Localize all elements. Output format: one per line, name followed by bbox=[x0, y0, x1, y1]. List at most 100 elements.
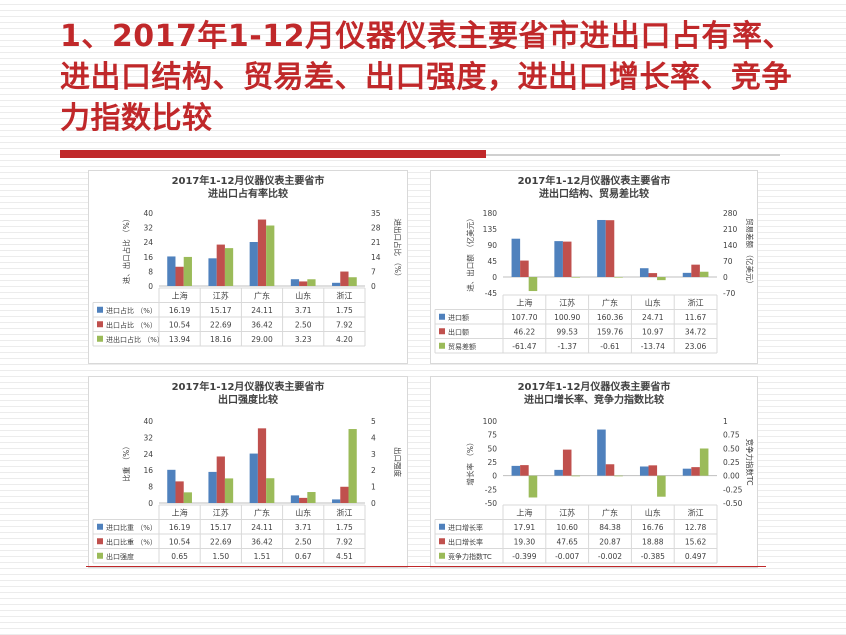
category-label: 浙江 bbox=[336, 291, 352, 301]
bar-green bbox=[307, 279, 316, 286]
category-label: 上海 bbox=[172, 508, 188, 518]
bar-green bbox=[657, 475, 666, 497]
legend-label: 贸易差额 bbox=[448, 342, 476, 351]
bar-red bbox=[175, 266, 184, 286]
y-tick-label: 32 bbox=[143, 224, 153, 233]
y-tick-label: 75 bbox=[487, 431, 497, 440]
bar-blue bbox=[249, 453, 258, 503]
data-label: 19.30 bbox=[514, 538, 536, 547]
y2-tick-label: 0 bbox=[371, 282, 376, 291]
bar-red bbox=[299, 281, 308, 286]
bar-green bbox=[224, 248, 234, 286]
data-label: 15.17 bbox=[210, 523, 232, 532]
category-label: 江苏 bbox=[559, 508, 575, 518]
category-label: 山东 bbox=[645, 298, 661, 308]
y-tick-label: 24 bbox=[143, 238, 153, 247]
data-label: 16.76 bbox=[642, 523, 664, 532]
y2-tick-label: 14 bbox=[371, 253, 381, 262]
y2-axis-label: 出口强度 bbox=[393, 447, 403, 477]
data-label: -0.385 bbox=[641, 552, 665, 561]
bar-blue bbox=[511, 465, 521, 476]
bar-green bbox=[266, 225, 275, 286]
data-label: 15.17 bbox=[210, 306, 232, 315]
y2-tick-label: 0 bbox=[371, 499, 376, 508]
y-tick-label: 135 bbox=[483, 225, 498, 234]
bar-blue bbox=[332, 282, 341, 286]
legend-label: 进口比重 （%） bbox=[106, 523, 157, 532]
bar-blue bbox=[597, 429, 606, 476]
y2-tick-label: 35 bbox=[371, 209, 381, 218]
y-tick-label: 32 bbox=[143, 433, 153, 442]
y-tick-label: -45 bbox=[485, 289, 497, 298]
bar-green bbox=[348, 277, 357, 286]
data-label: -1.37 bbox=[557, 342, 577, 351]
bar-red bbox=[175, 481, 184, 503]
data-label: 3.71 bbox=[295, 523, 312, 532]
legend-label: 出口比重 （%） bbox=[106, 538, 157, 547]
y-tick-label: -50 bbox=[485, 499, 497, 508]
bar-green bbox=[614, 475, 623, 477]
legend-label: 出口强度 bbox=[106, 552, 134, 561]
bar-blue bbox=[639, 466, 649, 476]
y-tick-label: 0 bbox=[148, 282, 153, 291]
category-label: 浙江 bbox=[688, 298, 704, 308]
bar-blue bbox=[167, 256, 176, 286]
bar-blue bbox=[639, 268, 649, 277]
data-label: 7.92 bbox=[336, 321, 353, 330]
y-tick-label: 25 bbox=[487, 458, 497, 467]
legend-label: 进口增长率 bbox=[448, 523, 483, 532]
data-label: 4.20 bbox=[336, 335, 353, 344]
legend-label: 竞争力指数TC bbox=[448, 552, 492, 561]
y-axis-label: 增长率 （%） bbox=[465, 438, 475, 485]
bar-blue bbox=[554, 469, 563, 476]
data-label: -0.399 bbox=[512, 552, 536, 561]
bar-red bbox=[605, 464, 615, 476]
bar-green bbox=[528, 475, 538, 498]
y-axis-label: 进、出口额 （亿美元） bbox=[465, 214, 475, 291]
legend-swatch bbox=[97, 321, 103, 328]
bar-green bbox=[307, 492, 316, 503]
bar-blue bbox=[682, 468, 692, 476]
category-label: 广东 bbox=[602, 508, 618, 518]
category-label: 山东 bbox=[295, 508, 311, 518]
bar-red bbox=[691, 264, 700, 277]
data-label: 2.50 bbox=[295, 538, 312, 547]
y-tick-label: 45 bbox=[487, 257, 497, 266]
data-label: 1.75 bbox=[336, 523, 353, 532]
data-label: 36.42 bbox=[251, 538, 273, 547]
y2-tick-label: -0.25 bbox=[723, 485, 743, 494]
legend-label: 进出口占比 （%） bbox=[106, 335, 164, 344]
data-label: 10.54 bbox=[169, 321, 191, 330]
y2-axis-label: 贸易差额 （亿美元） bbox=[745, 218, 755, 288]
y2-tick-label: 4 bbox=[371, 433, 376, 442]
bar-red bbox=[257, 219, 267, 286]
data-label: 46.22 bbox=[514, 328, 536, 337]
data-label: -13.74 bbox=[641, 342, 665, 351]
y2-tick-label: 1 bbox=[371, 483, 376, 492]
data-label: 160.36 bbox=[597, 313, 623, 322]
data-label: 24.11 bbox=[251, 523, 273, 532]
y-axis-label: 进、出口占比 （%） bbox=[121, 215, 131, 285]
chart-panel-structure: 2017年1-12月仪器仪表主要省市 进出口结构、贸易差比较 -45 0 45 90 135… bbox=[430, 170, 758, 364]
bar-green bbox=[348, 429, 357, 503]
category-label: 江苏 bbox=[213, 508, 229, 518]
data-label: 10.97 bbox=[642, 328, 664, 337]
y2-axis-label: 竞争力指数TC bbox=[745, 439, 755, 486]
chart-title-line: 2017年1-12月仪器仪表主要省市 bbox=[172, 174, 325, 187]
bar-green bbox=[571, 475, 581, 477]
y-tick-label: 100 bbox=[483, 417, 498, 426]
data-label: 12.78 bbox=[685, 523, 707, 532]
bar-green bbox=[183, 492, 192, 503]
category-label: 山东 bbox=[295, 291, 311, 301]
bar-green bbox=[266, 478, 275, 503]
bar-blue bbox=[249, 241, 258, 286]
data-label: 17.91 bbox=[514, 523, 536, 532]
category-label: 浙江 bbox=[688, 508, 704, 518]
legend-swatch bbox=[439, 328, 445, 335]
title-underline-gray bbox=[486, 154, 780, 156]
bar-red bbox=[562, 241, 572, 277]
data-label: 0.497 bbox=[685, 552, 707, 561]
bar-red bbox=[691, 467, 700, 476]
data-label: 11.67 bbox=[685, 313, 707, 322]
